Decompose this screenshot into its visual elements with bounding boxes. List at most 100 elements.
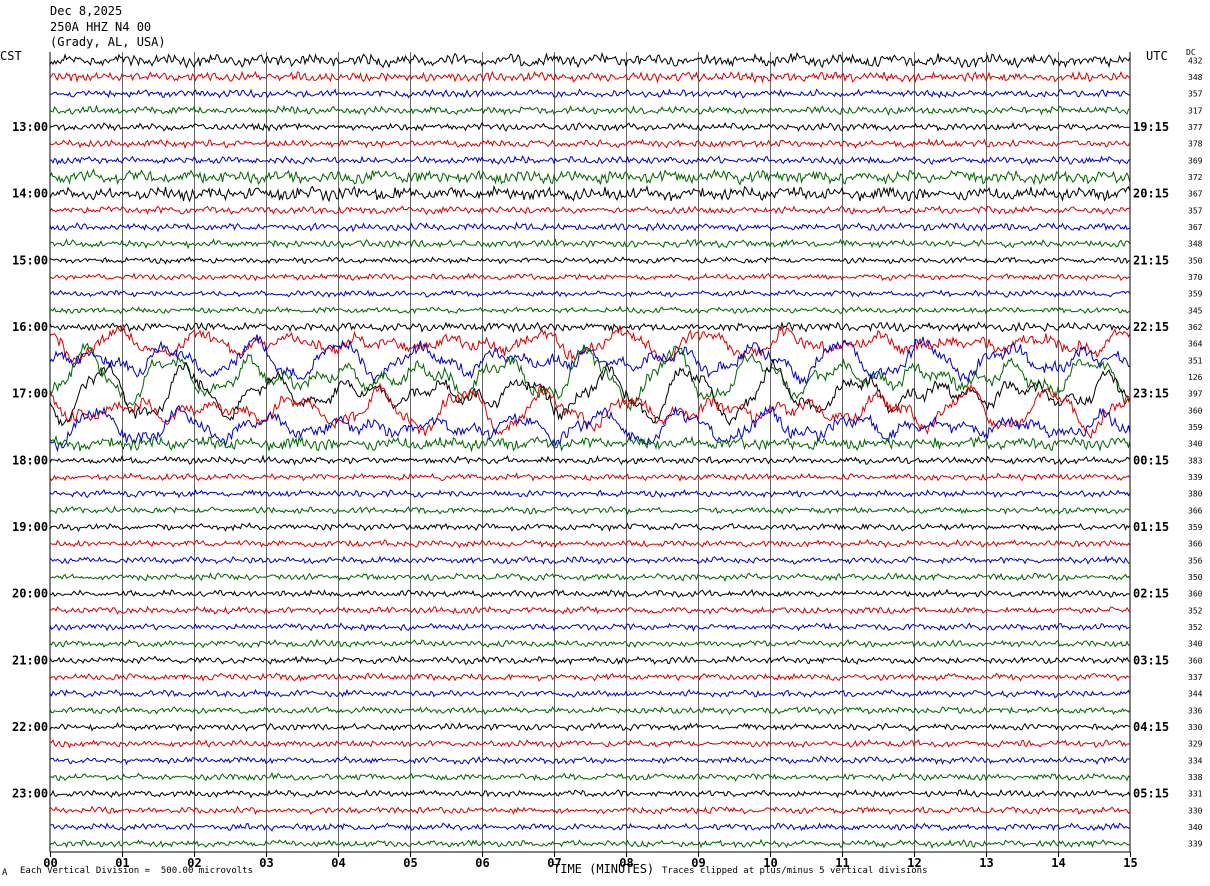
- trace-line: [49, 771, 1131, 782]
- dc-offset-label: 348: [1188, 240, 1203, 249]
- x-tick-label: 00: [43, 856, 57, 870]
- dc-offset-label: 380: [1188, 490, 1203, 499]
- x-tick-label: 08: [619, 856, 633, 870]
- right-time-label: 00:15: [1133, 453, 1169, 467]
- trace-line: [49, 137, 1131, 149]
- right-timezone-label: UTC: [1146, 49, 1168, 63]
- left-time-label: 16:00: [12, 320, 48, 334]
- dc-offset-label: 360: [1188, 590, 1203, 599]
- trace-line: [49, 104, 1131, 116]
- trace-line: [49, 184, 1131, 203]
- dc-offset-label: 359: [1188, 290, 1203, 299]
- trace-line: [49, 256, 1131, 265]
- dc-offset-label: 126: [1188, 373, 1203, 382]
- trace-line: [49, 321, 1131, 334]
- clip-note: Traces clipped at plus/minus 5 vertical …: [662, 866, 928, 876]
- dc-offset-label: 359: [1188, 423, 1203, 432]
- trace-line: [49, 738, 1131, 749]
- dc-offset-label: 362: [1188, 323, 1203, 332]
- x-tick-label: 11: [835, 856, 849, 870]
- x-axis-title: TIME (MINUTES): [553, 862, 655, 876]
- dc-offset-label: 329: [1188, 740, 1203, 749]
- left-time-label: 13:00: [12, 120, 48, 134]
- x-tick-label: 13: [979, 856, 993, 870]
- dc-offset-label: 338: [1188, 773, 1203, 782]
- trace-line: [49, 205, 1131, 216]
- dc-offset-label: 367: [1188, 190, 1203, 199]
- dc-offset-label: 377: [1188, 123, 1203, 132]
- dc-offset-label: 340: [1188, 640, 1203, 649]
- trace-line: [49, 655, 1131, 666]
- header-location: (Grady, AL, USA): [50, 35, 166, 49]
- dc-offset-label: 351: [1188, 356, 1203, 365]
- dc-offset-label: 357: [1188, 206, 1203, 215]
- trace-line: [49, 588, 1131, 599]
- trace-line: [49, 505, 1131, 516]
- x-tick-label: 10: [763, 856, 777, 870]
- header-date: Dec 8,2025: [50, 4, 123, 18]
- left-time-label: 19:00: [12, 520, 48, 534]
- dc-offset-label: 359: [1188, 523, 1203, 532]
- dc-offset-label: 364: [1188, 340, 1203, 349]
- trace-line: [49, 70, 1131, 84]
- trace-line: [49, 688, 1131, 699]
- trace-line: [49, 555, 1131, 565]
- axis-labels: 00 01 02 03 04 05 06 07 08 09 10 11 12 13 14 15 432 348 35…: [12, 56, 1203, 870]
- trace-line: [49, 334, 1131, 385]
- right-time-label: 23:15: [1133, 387, 1169, 401]
- x-tick-label: 04: [331, 856, 345, 870]
- right-time-label: 21:15: [1133, 253, 1169, 267]
- trace-line: [49, 539, 1131, 549]
- dc-offset-label: 334: [1188, 756, 1203, 765]
- trace-line: [49, 638, 1131, 649]
- dc-offset-label: 336: [1188, 706, 1203, 715]
- dc-offset-label: 383: [1188, 456, 1203, 465]
- left-time-label: 22:00: [12, 720, 48, 734]
- x-tick-label: 05: [403, 856, 417, 870]
- trace-line: [49, 221, 1131, 233]
- trace-line: [49, 721, 1131, 732]
- x-tick-label: 01: [115, 856, 129, 870]
- dc-offset-label: 366: [1188, 506, 1203, 515]
- trace-line: [49, 755, 1131, 766]
- trace-line: [49, 605, 1131, 616]
- trace-line: [49, 705, 1131, 716]
- trace-line: [49, 289, 1131, 299]
- left-timezone-label: CST: [0, 49, 22, 63]
- trace-line: [49, 168, 1131, 186]
- dc-offset-label: 337: [1188, 673, 1203, 682]
- left-time-label: 15:00: [12, 253, 48, 267]
- dc-offset-label: 356: [1188, 556, 1203, 565]
- trace-line: [49, 788, 1131, 799]
- trace-line: [49, 88, 1131, 99]
- trace-line: [49, 238, 1131, 250]
- trace-line: [49, 272, 1131, 282]
- trace-line: [49, 471, 1131, 482]
- dc-offset-label: 330: [1188, 806, 1203, 815]
- right-time-label: 04:15: [1133, 720, 1169, 734]
- x-tick-label: 09: [691, 856, 705, 870]
- dc-offset-label: 367: [1188, 223, 1203, 232]
- x-tick-label: 07: [547, 856, 561, 870]
- seismic-traces: [49, 51, 1131, 849]
- dc-offset-label: 357: [1188, 90, 1203, 99]
- trace-line: [49, 155, 1131, 166]
- header-station: 250A HHZ N4 00: [50, 20, 152, 34]
- right-time-label: 03:15: [1133, 653, 1169, 667]
- dc-offset-label: 372: [1188, 173, 1203, 182]
- left-time-label: 17:00: [12, 387, 48, 401]
- x-tick-label: 12: [907, 856, 921, 870]
- dc-offset-label: 345: [1188, 306, 1203, 315]
- dc-label: DC: [1186, 48, 1196, 57]
- dc-offset-label: 350: [1188, 256, 1203, 265]
- trace-line: [49, 305, 1131, 315]
- x-tick-label: 06: [475, 856, 489, 870]
- dc-offset-label: 369: [1188, 156, 1203, 165]
- dc-offset-label: 397: [1188, 390, 1203, 399]
- trace-line: [49, 359, 1131, 427]
- right-time-label: 22:15: [1133, 320, 1169, 334]
- dc-offset-label: 340: [1188, 440, 1203, 449]
- left-time-label: 21:00: [12, 653, 48, 667]
- left-time-label: 18:00: [12, 453, 48, 467]
- x-tick-label: 03: [259, 856, 273, 870]
